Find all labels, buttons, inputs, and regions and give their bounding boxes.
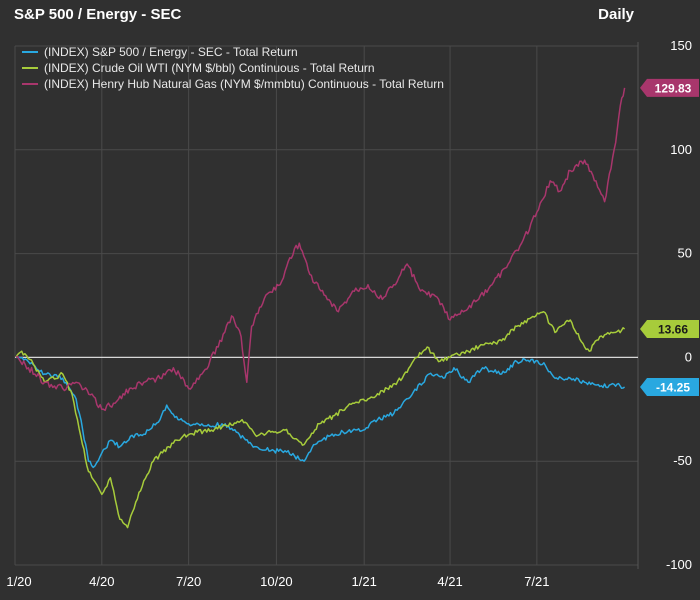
last-value-label: -14.25 (656, 380, 690, 394)
last-value-badge-1 (640, 377, 699, 396)
y-tick-label: 150 (670, 38, 692, 53)
y-tick-label: 100 (670, 142, 692, 157)
x-axis-ticks: 1/20 4/20 7/20 10/20 1/21 4/21 7/21 (6, 574, 549, 589)
x-tick-label: 7/21 (524, 574, 549, 589)
series-line-1 (15, 356, 626, 469)
last-value-badge-2 (640, 320, 699, 339)
last-value-badge-3 (640, 78, 699, 97)
last-value-badges: -14.25 13.66 129.83 (640, 78, 699, 396)
y-tick-label: -100 (666, 557, 692, 572)
frequency-label: Daily (598, 6, 634, 23)
series-line-3 (15, 87, 626, 412)
x-tick-label: 7/20 (176, 574, 201, 589)
x-tick-label: 10/20 (260, 574, 293, 589)
legend: (INDEX) S&P 500 / Energy - SEC - Total R… (22, 45, 444, 91)
last-value-label: 13.66 (658, 323, 688, 337)
x-tick-label: 1/20 (6, 574, 31, 589)
last-value-label: 129.83 (655, 81, 692, 95)
series-line-2 (15, 310, 626, 529)
y-tick-label: 0 (685, 349, 692, 364)
legend-label: (INDEX) S&P 500 / Energy - SEC - Total R… (44, 45, 298, 59)
x-tick-label: 1/21 (352, 574, 377, 589)
x-tick-label: 4/21 (437, 574, 462, 589)
grid-lines (14, 42, 639, 569)
y-tick-label: 50 (678, 246, 692, 261)
x-tick-label: 4/20 (89, 574, 114, 589)
y-axis-ticks: -100 -50 0 50 100 150 (666, 38, 692, 572)
series-lines (15, 87, 626, 529)
chart-title: S&P 500 / Energy - SEC (14, 6, 182, 23)
legend-label: (INDEX) Crude Oil WTI (NYM $/bbl) Contin… (44, 61, 375, 75)
y-tick-label: -50 (673, 453, 692, 468)
legend-label: (INDEX) Henry Hub Natural Gas (NYM $/mmb… (44, 77, 444, 91)
